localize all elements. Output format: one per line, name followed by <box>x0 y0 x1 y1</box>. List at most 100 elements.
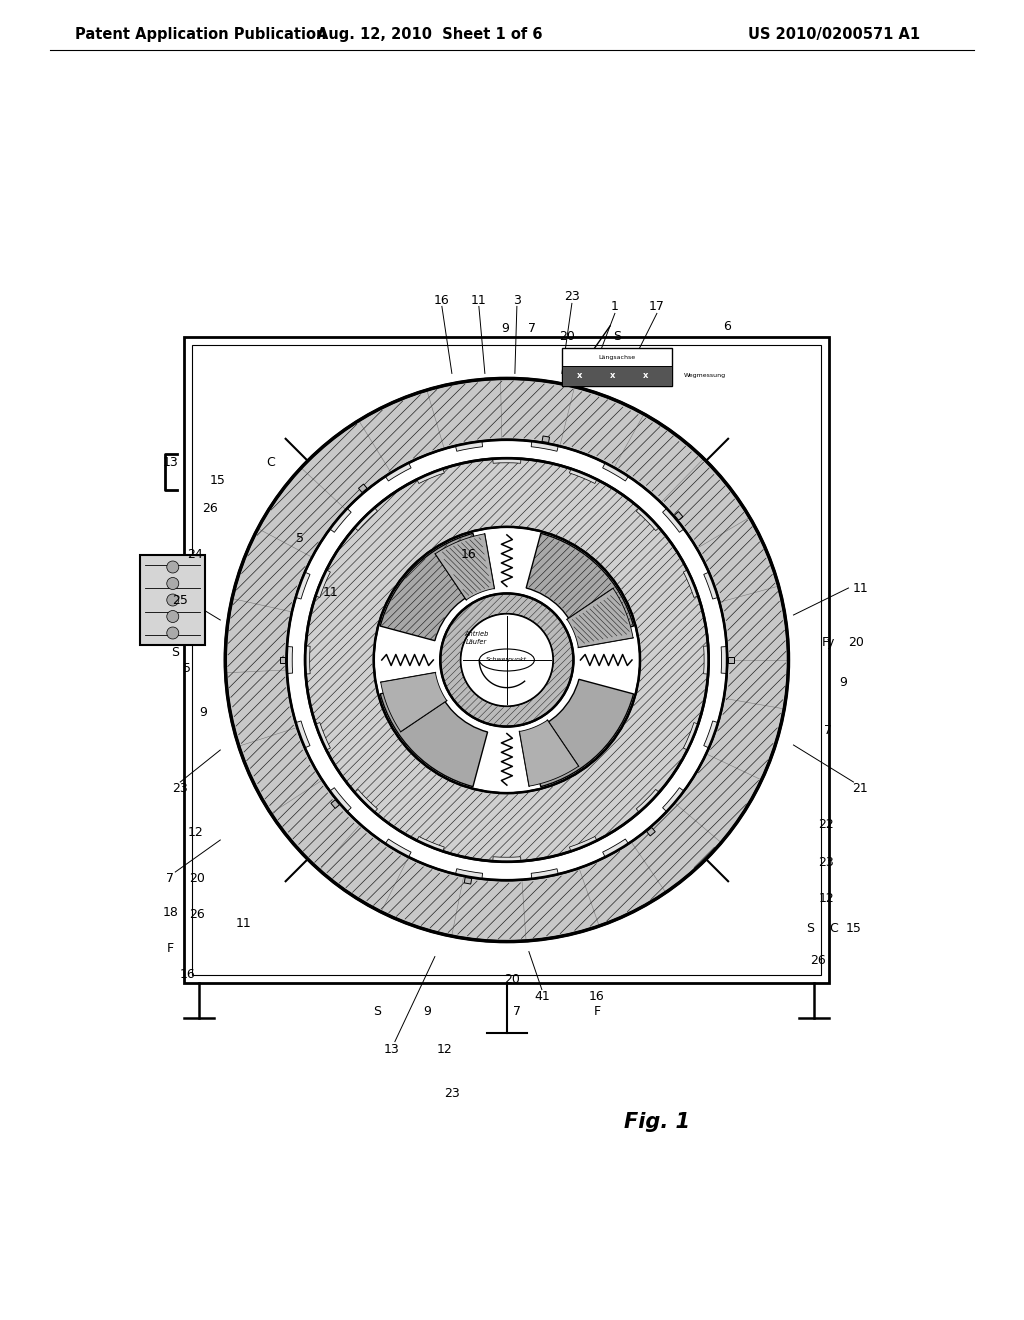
Bar <box>464 878 472 884</box>
Text: 12: 12 <box>437 1043 453 1056</box>
Text: Schwerpunkt: Schwerpunkt <box>486 657 527 663</box>
Wedge shape <box>380 533 487 640</box>
Text: 7: 7 <box>528 322 536 335</box>
Wedge shape <box>531 869 558 879</box>
Text: 6: 6 <box>723 319 731 333</box>
Wedge shape <box>603 463 629 480</box>
Text: 23: 23 <box>564 290 580 302</box>
Wedge shape <box>636 789 659 812</box>
Wedge shape <box>305 645 310 675</box>
Text: S: S <box>171 645 179 659</box>
Wedge shape <box>493 857 521 862</box>
Text: 24: 24 <box>187 549 203 561</box>
Text: 13: 13 <box>384 1043 399 1056</box>
Text: Antrieb
Läufer: Antrieb Läufer <box>465 631 489 645</box>
Bar <box>184 338 829 982</box>
Text: S: S <box>807 921 814 935</box>
Wedge shape <box>296 572 310 599</box>
Bar <box>280 657 286 664</box>
Polygon shape <box>435 533 495 599</box>
Wedge shape <box>493 458 521 463</box>
Wedge shape <box>456 441 482 451</box>
Text: 3: 3 <box>513 294 521 306</box>
Text: x: x <box>578 371 583 380</box>
Text: 23: 23 <box>172 781 188 795</box>
Wedge shape <box>315 722 331 750</box>
Text: 17: 17 <box>649 300 665 313</box>
Bar <box>331 800 339 808</box>
Text: S: S <box>613 330 621 343</box>
Text: 21: 21 <box>853 781 868 795</box>
Text: 9: 9 <box>501 322 509 335</box>
Text: Längsachse: Längsachse <box>598 355 636 360</box>
Text: 26: 26 <box>811 953 826 966</box>
Wedge shape <box>663 508 684 532</box>
Wedge shape <box>603 840 629 857</box>
Text: C: C <box>829 921 838 935</box>
Polygon shape <box>519 721 579 787</box>
Text: 9: 9 <box>200 705 207 718</box>
Text: 22: 22 <box>818 818 835 832</box>
Text: 13: 13 <box>163 455 178 469</box>
Wedge shape <box>683 722 698 750</box>
Text: 5: 5 <box>183 661 191 675</box>
Text: 12: 12 <box>187 825 203 838</box>
Text: 11: 11 <box>853 582 868 594</box>
Text: 41: 41 <box>534 990 550 1003</box>
Wedge shape <box>569 837 597 851</box>
Circle shape <box>461 614 553 706</box>
Text: S: S <box>373 1005 381 1018</box>
Text: 1: 1 <box>611 300 618 313</box>
Wedge shape <box>663 788 684 812</box>
Text: 26: 26 <box>203 502 218 515</box>
Polygon shape <box>567 589 633 647</box>
Bar <box>358 484 367 492</box>
Bar <box>647 828 655 836</box>
Circle shape <box>167 578 179 590</box>
Text: 23: 23 <box>818 855 835 869</box>
Text: US 2010/0200571 A1: US 2010/0200571 A1 <box>748 28 920 42</box>
Text: 7: 7 <box>166 871 174 884</box>
Wedge shape <box>296 721 310 748</box>
Bar <box>193 346 821 974</box>
Text: 25: 25 <box>172 594 188 606</box>
Text: 7: 7 <box>824 723 833 737</box>
Wedge shape <box>683 570 698 598</box>
Wedge shape <box>287 647 293 673</box>
Wedge shape <box>636 508 659 531</box>
Wedge shape <box>703 645 709 675</box>
Text: Fig. 1: Fig. 1 <box>624 1111 690 1131</box>
Wedge shape <box>354 508 378 531</box>
Wedge shape <box>315 570 331 598</box>
Text: 7: 7 <box>513 1005 521 1018</box>
Text: 11: 11 <box>236 917 251 931</box>
Text: x: x <box>610 371 615 380</box>
Wedge shape <box>354 789 378 812</box>
Text: 23: 23 <box>444 1088 460 1100</box>
Wedge shape <box>330 508 351 532</box>
Ellipse shape <box>479 649 535 671</box>
Wedge shape <box>417 837 444 851</box>
Text: 15: 15 <box>209 474 225 487</box>
Wedge shape <box>380 680 487 787</box>
Text: C: C <box>266 455 274 469</box>
Polygon shape <box>381 673 446 731</box>
Wedge shape <box>526 533 634 640</box>
Wedge shape <box>703 572 718 599</box>
Circle shape <box>167 561 179 573</box>
Bar <box>562 366 672 387</box>
Wedge shape <box>417 469 444 483</box>
Text: 26: 26 <box>189 908 205 921</box>
Wedge shape <box>703 721 718 748</box>
Wedge shape <box>721 647 727 673</box>
Text: Fy: Fy <box>822 635 836 648</box>
Circle shape <box>167 627 179 639</box>
Wedge shape <box>526 680 634 787</box>
Wedge shape <box>330 788 351 812</box>
Bar <box>675 512 683 520</box>
Circle shape <box>167 610 179 623</box>
Text: 15: 15 <box>846 921 861 935</box>
Text: 12: 12 <box>818 891 835 904</box>
Text: 18: 18 <box>163 906 178 919</box>
Text: Wegmessung: Wegmessung <box>684 374 726 379</box>
